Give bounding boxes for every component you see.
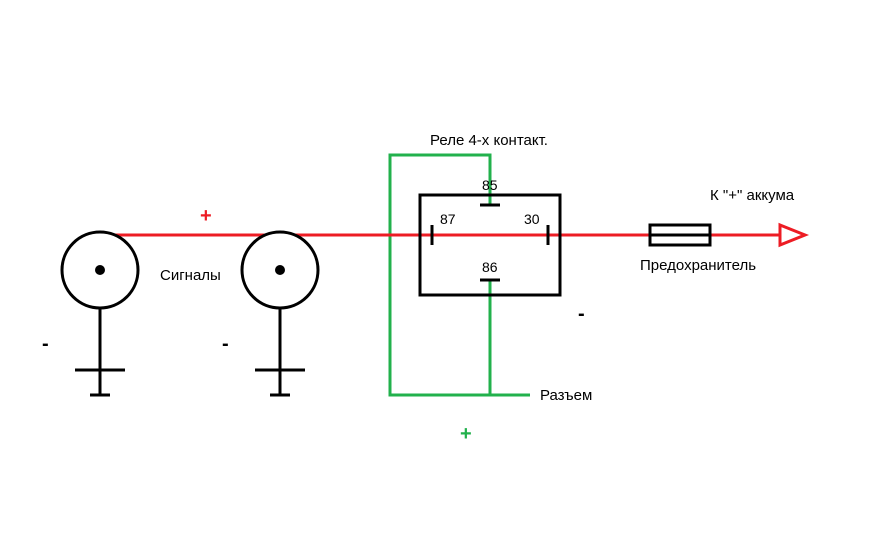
minus-sign-1: - xyxy=(42,333,49,355)
green-wire-85 xyxy=(390,155,530,395)
fuse-symbol xyxy=(650,225,710,245)
relay-box xyxy=(420,195,560,295)
pin86-label: 86 xyxy=(482,259,498,275)
green-wires xyxy=(390,155,530,395)
horn-2 xyxy=(242,232,318,395)
relay-title-label: Реле 4-х контакт. xyxy=(430,132,548,149)
pin87-label: 87 xyxy=(440,211,456,227)
pin85-label: 85 xyxy=(482,177,498,193)
plus-sign-red: + xyxy=(200,205,212,227)
horn-1 xyxy=(62,232,138,395)
pin30-label: 30 xyxy=(524,211,540,227)
minus-sign-3: - xyxy=(578,303,585,325)
to-battery-label: К "+" аккума xyxy=(710,187,795,204)
circuit-diagram: Реле 4-х контакт. 85 86 87 30 Сигналы Ра… xyxy=(0,0,891,553)
fuse-label: Предохранитель xyxy=(640,257,756,274)
plus-sign-green: + xyxy=(460,423,472,445)
signals-label: Сигналы xyxy=(160,267,221,284)
minus-sign-2: - xyxy=(222,333,229,355)
connector-label: Разъем xyxy=(540,387,592,404)
arrowhead-icon xyxy=(780,225,805,245)
